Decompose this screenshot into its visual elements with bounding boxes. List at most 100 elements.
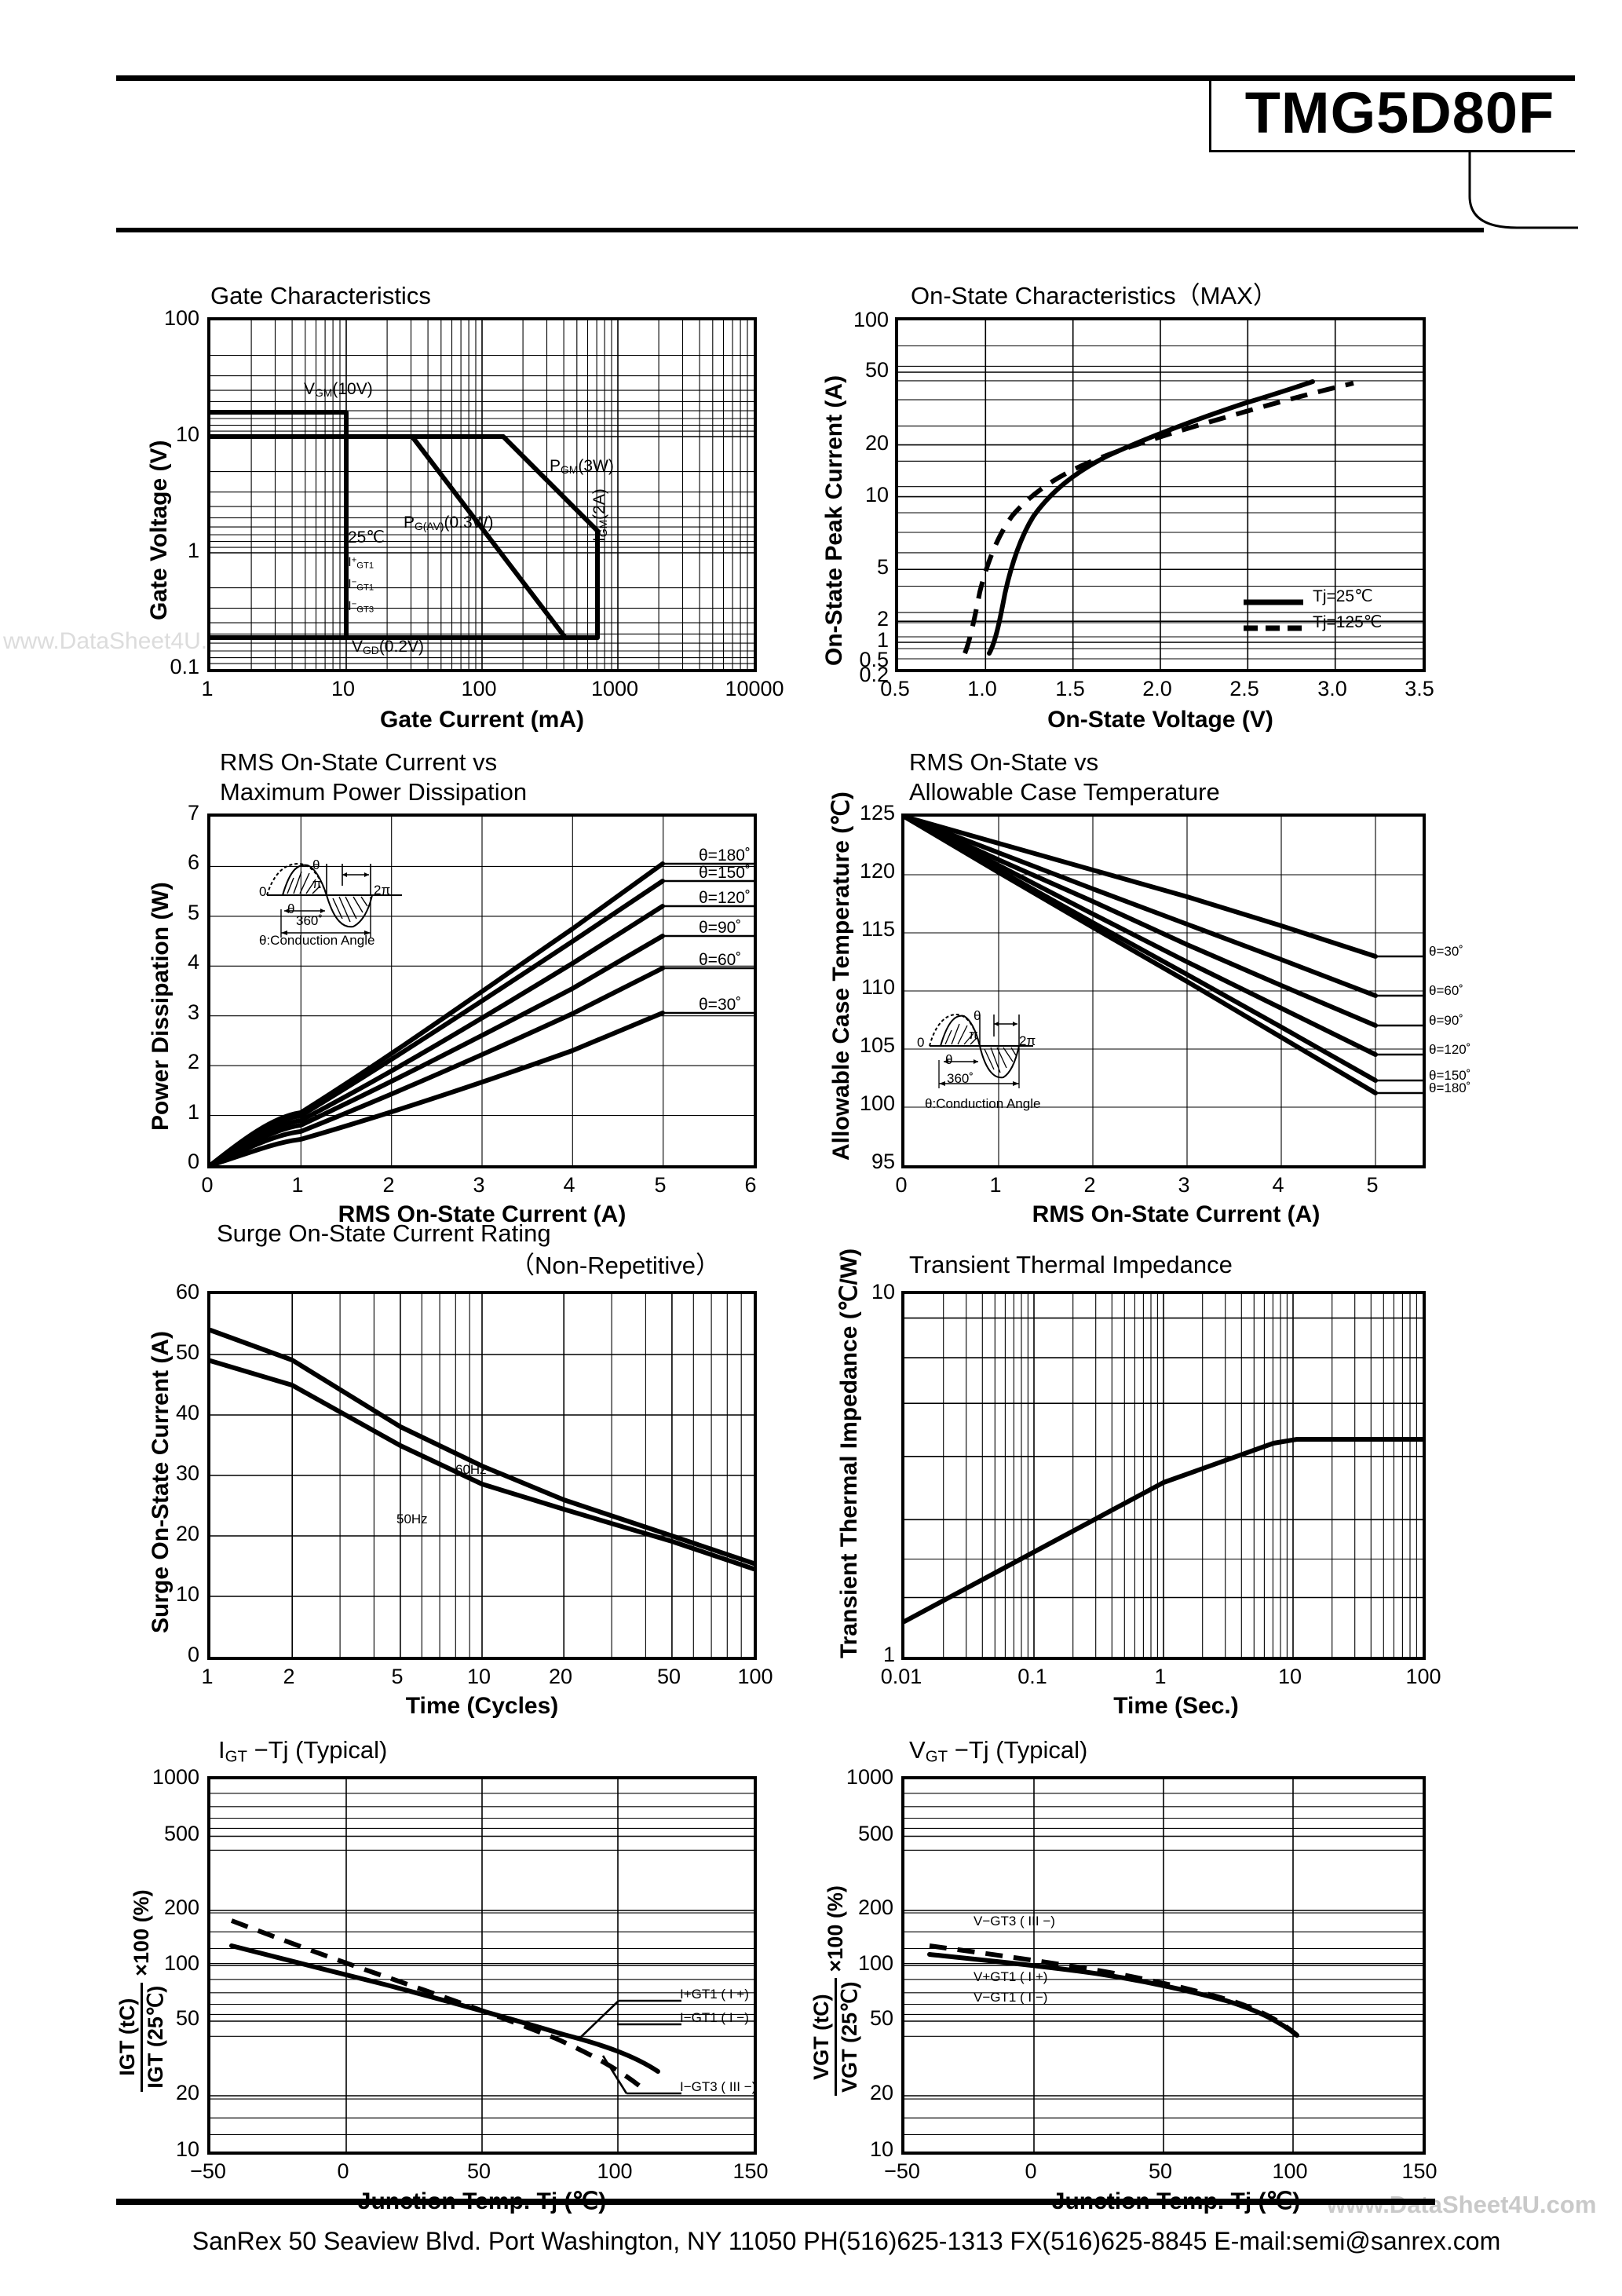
x-tick: 0 — [337, 2159, 349, 2183]
inset-mark-0: 0 — [917, 1035, 925, 1050]
x-tick: 5 — [1366, 1173, 1379, 1197]
x-tick: 150 — [732, 2159, 769, 2183]
x-tick: 100 — [737, 1665, 773, 1688]
y-tick: 2 — [187, 1050, 199, 1073]
y-tick: 50 — [175, 2006, 199, 2030]
x-tick: 0 — [1025, 2159, 1037, 2183]
y-tick: 10 — [869, 2137, 893, 2161]
y-tick: 1 — [882, 1643, 895, 1666]
chart-title: Transient Thermal Impedance — [909, 1251, 1233, 1278]
chart-title: On-State Characteristics（MAX） — [911, 282, 1277, 309]
annotation-pgm: PGM(3W) — [550, 457, 614, 477]
page-header: TMG5D80F — [0, 0, 1622, 232]
y-axis-label: Allowable Case Temperature (℃) — [828, 792, 854, 1161]
inset-caption: θ:Conduction Angle — [259, 933, 375, 948]
y-tick: 20 — [175, 2081, 199, 2104]
y-tick: 5 — [876, 555, 889, 579]
y-tick: 0.5 — [859, 648, 889, 671]
annotation-igt1n: I−GT1 — [348, 576, 374, 593]
x-tick: 2 — [283, 1665, 295, 1688]
curve-label-30: θ=30˚ — [1429, 944, 1463, 959]
chart-title-line2: Allowable Case Temperature — [909, 778, 1220, 806]
x-tick: 1000 — [590, 677, 639, 700]
x-tick: −50 — [884, 2159, 920, 2183]
header-corner-curve — [1468, 149, 1578, 232]
y-label-multiplier: ×100 (%) — [823, 1885, 847, 1972]
x-tick: 0.5 — [880, 677, 910, 700]
plot-area — [207, 813, 757, 1168]
y-tick: 2 — [876, 607, 889, 631]
chart-title-line1: RMS On-State Current vs — [220, 748, 498, 776]
x-tick: 10 — [331, 677, 356, 700]
y-axis-label: Transient Thermal Impedance (℃/W) — [836, 1248, 862, 1658]
x-tick: 0.01 — [880, 1665, 922, 1688]
watermark-bottom-right: www.DataSheet4U.com — [1327, 2191, 1597, 2218]
x-tick: 1 — [201, 677, 214, 700]
curve-label-90: θ=90˚ — [1429, 1013, 1463, 1028]
x-tick: 1.5 — [1055, 677, 1085, 700]
x-tick: 4 — [1272, 1173, 1284, 1197]
curve-label-90: θ=90˚ — [699, 919, 742, 937]
x-tick: 10 — [1277, 1665, 1302, 1688]
curve-label-vgt1-minus: V−GT1 ( I −) — [974, 1990, 1048, 2005]
chart-title-line2: （Non-Repetitive） — [510, 1252, 721, 1279]
curve-label-60: θ=60˚ — [699, 951, 742, 969]
curve-label-30: θ=30˚ — [699, 996, 742, 1014]
y-tick: 500 — [857, 1822, 893, 1845]
legend-item-tj125: Tj=125℃ — [1313, 613, 1383, 631]
x-tick: 20 — [548, 1665, 573, 1688]
x-axis-label: Gate Current (mA) — [379, 707, 585, 733]
y-tick: 100 — [857, 1951, 893, 1975]
y-tick: 1 — [876, 628, 889, 652]
y-tick: 0 — [187, 1643, 199, 1666]
y-tick: 60 — [175, 1280, 199, 1303]
footer-address: SanRex 50 Seaview Blvd. Port Washington,… — [192, 2227, 1501, 2255]
x-tick: 1 — [291, 1173, 304, 1197]
x-tick: 100 — [1405, 1665, 1441, 1688]
inset-mark-2pi: 2π — [374, 883, 391, 898]
curve-label-60: θ=60˚ — [1429, 983, 1463, 998]
x-axis-label: Time (Cycles) — [405, 1693, 559, 1719]
y-tick: 110 — [860, 975, 895, 999]
y-axis-label: Surge On-State Current (A) — [148, 1330, 174, 1633]
y-tick: 50 — [175, 1340, 199, 1364]
x-tick: 10 — [466, 1665, 491, 1688]
y-tick: 20 — [869, 2081, 893, 2104]
y-tick: 120 — [859, 859, 895, 883]
y-tick: 200 — [163, 1896, 199, 1919]
annotation-pgav: PG(AV)(0.3W) — [404, 514, 494, 533]
chart-title: VGT −Tj (Typical) — [909, 1736, 1088, 1766]
y-tick: 500 — [163, 1822, 199, 1845]
x-axis-label: RMS On-State Current (A) — [1032, 1201, 1321, 1227]
x-tick: 2.0 — [1142, 677, 1172, 700]
x-tick: 6 — [744, 1173, 757, 1197]
curve-label-150: θ=150˚ — [699, 864, 751, 882]
curve-label-igt3-minus: I−GT3 ( III −) — [680, 2079, 757, 2094]
y-tick: 125 — [859, 801, 895, 824]
y-axis-label-group: VGT (tC) VGT (25℃) ×100 (%) — [745, 1885, 926, 2096]
inset-mark-360: 360˚ — [296, 913, 323, 928]
y-tick: 100 — [859, 1091, 895, 1115]
y-tick: 115 — [860, 917, 895, 941]
chart-title-line2: Maximum Power Dissipation — [220, 778, 528, 806]
inset-mark-theta-top: θ — [974, 1008, 981, 1023]
y-tick: 6 — [187, 850, 199, 874]
x-tick: 3.0 — [1317, 677, 1347, 700]
x-tick: 50 — [1148, 2159, 1173, 2183]
x-tick: 2 — [1083, 1173, 1096, 1197]
curve-label-igt1-minus: I−GT1 ( I −) — [680, 2010, 749, 2025]
y-tick: 200 — [857, 1896, 893, 1919]
y-tick: 0.2 — [859, 663, 889, 686]
y-label-numerator: VGT (tC) — [809, 1978, 837, 2096]
chart-title-line1: Surge On-State Current Rating — [217, 1219, 551, 1247]
y-tick: 50 — [869, 2006, 893, 2030]
x-axis-label: On-State Voltage (V) — [1047, 707, 1273, 733]
y-tick: 1000 — [152, 1765, 199, 1789]
y-axis-label: On-State Peak Current (A) — [821, 375, 847, 666]
inset-mark-pi: π — [969, 1027, 978, 1042]
footer-rule — [116, 2199, 1435, 2205]
x-tick: 0.1 — [1017, 1665, 1047, 1688]
y-label-denominator: VGT (25℃) — [837, 1981, 861, 2093]
plot-area — [207, 1776, 757, 2155]
x-tick: 100 — [1272, 2159, 1308, 2183]
